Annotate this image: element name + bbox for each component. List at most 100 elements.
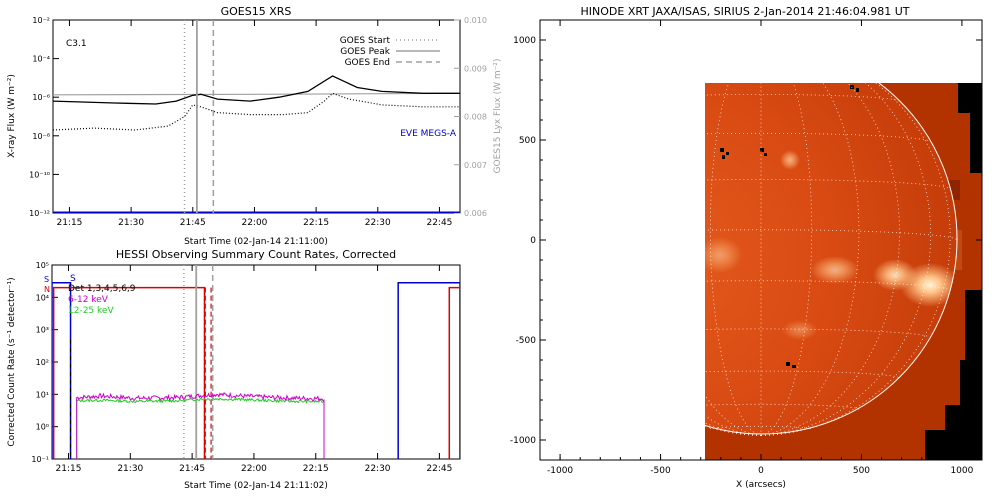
longitude-line [760,83,860,436]
hessi-ylabel: Corrected Count Rate (s⁻¹ detector⁻¹) [7,277,17,446]
legend-goes-peak: GOES Peak [340,47,390,57]
hessi-xtick-label: 21:45 [179,464,205,474]
xrt-ytick-label: -500 [516,336,537,346]
longitude-line [760,83,813,436]
xrt-xlabel: X (arcsecs) [736,480,786,490]
xrt-ytick-label: 1000 [513,36,536,46]
active-region-east [705,237,742,273]
goes-short-line [53,92,460,131]
active-region-mid [811,256,859,284]
legend-goes-start: GOES Start [340,36,391,46]
active-region-central [873,259,917,291]
xrt-xtick-label: -500 [650,466,671,476]
latitude-line [705,229,958,241]
hessi-legend: S Det 1,3,4,5,6,9 6-12 keV 12-25 keV [68,274,136,316]
goes-ytick-label: 10⁻⁸ [32,132,50,141]
goes-xtick-label: 21:15 [56,218,82,228]
goes-series [53,20,460,213]
xrt-image-panel: HINODE XRT JAXA/ISAS, SIRIUS 2-Jan-2014 … [510,5,983,490]
xrt-xtick-label: 0 [758,466,764,476]
solar-limb [705,83,958,435]
hessi-ytick-label: 10⁴ [36,293,49,302]
longitude-line [709,83,762,436]
hessi-saa-flag [397,282,460,459]
hessi-xtick-label: 22:45 [426,464,452,474]
goes-xtick-label: 22:45 [426,218,452,228]
hessi-xtick-label: 22:15 [303,464,329,474]
xrt-ytick-label: 500 [519,136,536,146]
hessi-ytick-label: 10² [36,358,49,367]
hessi-xtick-label: 21:15 [56,464,82,474]
xrt-xtick-label: 1000 [950,466,973,476]
legend-12-25-kev: 12-25 keV [68,306,114,316]
flare-class-label: C3.1 [66,39,87,49]
hessi-night-flag [448,286,460,459]
goes-legend: GOES Start GOES Peak GOES End [340,36,440,68]
active-region-north [780,150,800,170]
xrt-ticks: -1000 -500 0 500 1000 1000 500 0 -500 -1000 [510,20,982,476]
goes-ytick-right-label: 0.007 [464,161,487,170]
legend-detectors: Det 1,3,4,5,6,9 [68,284,136,294]
hessi-ticks: 21:15 21:30 21:45 22:00 22:15 22:30 22:45 10⁵ 10… [31,261,452,474]
goes-ylabel-left: X-ray Flux (W m⁻²) [7,74,17,158]
hessi-ytick-label: 10⁻¹ [31,455,49,464]
goes-xlabel: Start Time (02-Jan-14 21:11:00) [184,237,328,247]
hessi-ytick-label: 10⁰ [36,423,49,432]
side-letter-s: S [44,275,49,284]
xrt-title: HINODE XRT JAXA/ISAS, SIRIUS 2-Jan-2014 … [581,5,910,18]
goes-ylabel-right: GOES15 Lyx Flux (W m⁻²) [493,59,503,174]
goes-plot-frame [52,19,461,214]
goes-xtick-label: 22:30 [365,218,391,228]
longitude-line [760,83,951,436]
goes-ytick-label: 10⁻⁴ [32,55,50,64]
goes-xtick-label: 21:30 [118,218,144,228]
goes-xtick-label: 22:15 [303,218,329,228]
latitude-line [711,48,810,50]
legend-6-12-kev: 6-12 keV [68,295,109,305]
xrt-image [664,48,982,460]
goes-ytick-right-label: 0.008 [464,113,487,122]
eve-label: EVE MEGS-A [400,129,457,139]
hessi-panel: HESSI Observing Summary Count Rates, Cor… [7,248,461,491]
goes-ytick-right-label: 0.010 [464,16,487,25]
goes-ytick-right-label: 0.009 [464,64,487,73]
active-region-south [782,320,818,340]
goes-ticks: 21:15 21:30 21:45 22:00 22:15 22:30 22:45 10⁻² 1… [29,16,487,228]
goes-ytick-right-label: 0.006 [464,209,487,218]
hessi-ytick-label: 10³ [36,326,49,335]
hessi-series [52,265,460,459]
hessi-6-12-kev-line [76,391,325,459]
goes-xtick-label: 22:00 [241,218,267,228]
xrt-xtick-label: 500 [853,466,870,476]
xrt-xtick-label: -1000 [547,466,573,476]
goes-ytick-label: 10⁻⁶ [32,93,50,102]
hessi-12-25-kev-line [76,397,325,459]
legend-saa: S [70,274,76,284]
hessi-ytick-label: 10⁵ [36,261,49,270]
hessi-xtick-label: 21:30 [117,464,143,474]
goes-panel: GOES15 XRS 21:15 21:30 21:45 22:00 22:15 22:3… [7,5,503,247]
hessi-xtick-label: 22:30 [365,464,391,474]
latitude-line [664,66,859,71]
hessi-ytick-label: 10¹ [36,390,49,399]
legend-goes-end: GOES End [345,58,390,68]
goes-xtick-label: 21:45 [180,218,206,228]
heliographic-grid [664,48,958,436]
side-letter-n: N [44,285,50,294]
goes-title: GOES15 XRS [221,5,292,18]
hessi-xlabel: Start Time (02-Jan-14 21:11:02) [184,481,328,491]
goes-ytick-label: 10⁻¹⁰ [29,170,50,179]
hessi-title: HESSI Observing Summary Count Rates, Cor… [116,248,396,261]
bad-pixels [720,85,859,368]
hessi-saa-flag [52,282,72,459]
hessi-xtick-label: 22:00 [241,464,267,474]
hessi-night-flag [52,286,206,459]
goes-lya-line [53,92,460,96]
goes-long-line [53,75,460,105]
goes-ytick-label: 10⁻¹² [29,209,50,218]
goes-ytick-label: 10⁻² [32,16,50,25]
solar-disk [705,83,957,434]
xrt-ytick-label: -1000 [510,436,536,446]
xrt-ytick-label: 0 [530,236,536,246]
